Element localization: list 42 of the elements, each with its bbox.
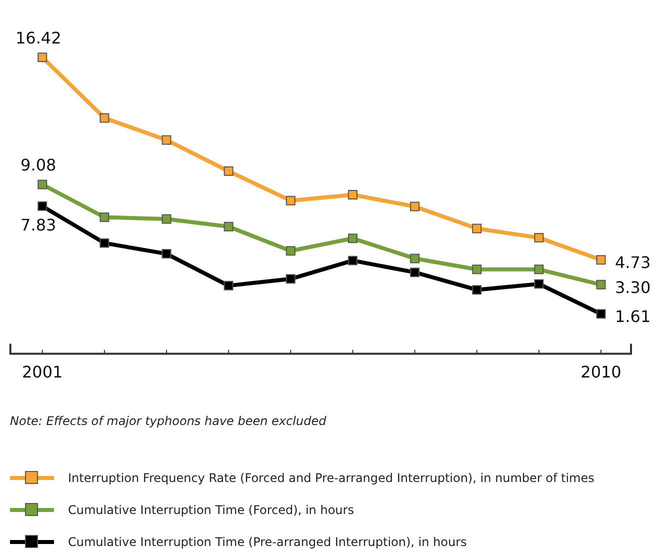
point [472,285,482,295]
point [348,234,358,244]
point [534,279,544,289]
point [596,280,606,290]
point [472,264,482,274]
point [534,232,544,242]
point [162,214,172,224]
point [596,309,606,319]
point [224,166,234,176]
legend-label: Interruption Frequency Rate (Forced and Pre-arranged Interruption), in number of times [68,471,594,485]
data-label: 9.08 [20,156,56,175]
x-tick-label: 2010 [580,362,622,382]
point [348,190,358,200]
point [100,238,110,248]
point [100,113,110,123]
point [472,224,482,234]
point [348,256,358,266]
point [534,264,544,274]
data-label: 1.61 [615,307,651,326]
point [410,202,420,212]
point [100,212,110,222]
point [286,196,296,206]
point [38,52,48,62]
x-tick-label: 2001 [22,362,63,382]
point [410,268,420,278]
legend-label: Cumulative Interruption Time (Forced), in hours [68,503,354,517]
data-label: 16.42 [15,28,62,48]
point [38,201,48,211]
point [162,135,172,145]
point [410,254,420,264]
point [224,280,234,290]
point [162,249,172,259]
point [596,255,606,265]
point [286,246,296,256]
data-label: 4.73 [615,253,651,272]
text: Note: Effects of major typhoons have been excluded [10,414,326,428]
point [38,180,48,190]
data-label: 7.83 [20,215,56,234]
data-label: 3.30 [615,278,651,297]
point [286,274,296,284]
legend-label: Cumulative Interruption Time (Pre-arranged Interruption), in hours [68,535,467,549]
point [224,222,234,232]
